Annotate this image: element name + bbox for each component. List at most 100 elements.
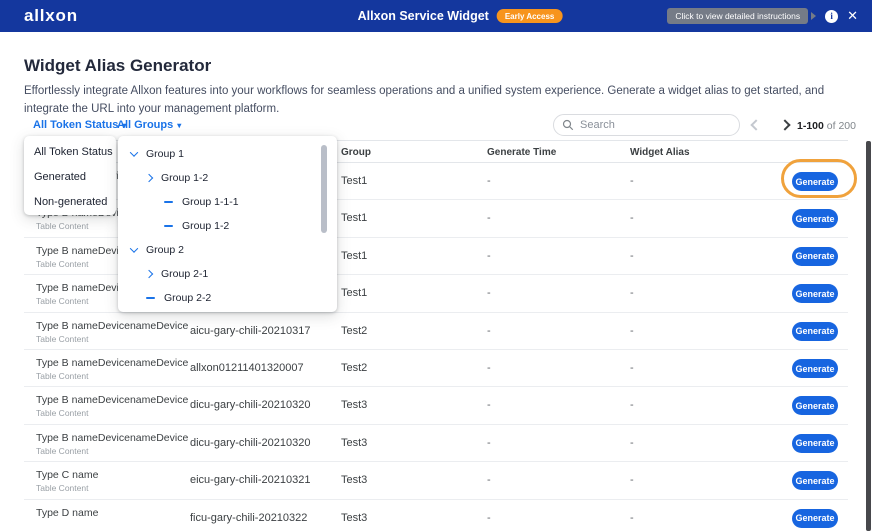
device-subtitle: Table Content <box>36 333 89 344</box>
generate-button[interactable]: Generate <box>792 172 838 191</box>
token-status-dropdown: All Token Status Generated Non-generated <box>24 136 116 215</box>
tree-item-group-2-1[interactable]: Group 2-1 <box>118 262 337 286</box>
chevron-down-icon[interactable] <box>129 244 139 253</box>
generate-button[interactable]: Generate <box>792 508 838 528</box>
column-header-generate-time: Generate Time <box>487 147 557 158</box>
widget-alias: - <box>630 249 634 262</box>
generate-button[interactable]: Generate <box>792 433 838 453</box>
tooltip-arrow-icon <box>811 12 817 20</box>
widget-alias: - <box>630 511 634 524</box>
table-row: Type D name ficu-gary-chili-20210322 Tes… <box>24 499 848 531</box>
device-name: Type B nameDevicenameDevice... <box>36 357 188 369</box>
device-group: Test2 <box>341 362 368 374</box>
close-icon[interactable]: ✕ <box>847 8 858 23</box>
device-subtitle: Table Content <box>36 408 89 419</box>
top-bar: allxon Allxon Service Widget Early Acces… <box>0 0 872 32</box>
instructions-tooltip[interactable]: Click to view detailed instructions <box>667 8 809 24</box>
device-name: Type B nameDevicenameDevice... <box>36 319 188 332</box>
widget-alias: - <box>630 324 634 337</box>
previous-page-icon[interactable] <box>750 119 762 131</box>
widget-alias: - <box>630 287 634 300</box>
device-group: Test3 <box>341 399 368 412</box>
search-icon <box>562 119 574 131</box>
chevron-down-icon: ▾ <box>122 121 127 130</box>
tree-item-group-2-2[interactable]: Group 2-2 <box>118 286 337 310</box>
chevron-down-icon: ▾ <box>177 121 182 130</box>
generate-time: - <box>487 287 491 300</box>
device-subtitle: Table Content <box>36 258 89 269</box>
device-subtitle: Table Content <box>36 371 89 381</box>
dash-icon <box>164 225 173 227</box>
generate-time: - <box>487 324 491 337</box>
page-scrollbar-thumb[interactable] <box>866 141 871 531</box>
device-subtitle: Table Content <box>36 221 89 232</box>
widget-alias: - <box>630 399 634 412</box>
page-description: Effortlessly integrate Allxon features i… <box>24 85 825 116</box>
token-status-filter-label: All Token Status <box>33 119 119 131</box>
generate-button[interactable]: Generate <box>792 396 838 416</box>
widget-alias: - <box>630 436 634 449</box>
table-header-row: Group Generate Time Widget Alias <box>24 140 848 163</box>
app-title-group: Allxon Service Widget Early Access <box>358 0 563 32</box>
menu-item-all-token-status[interactable]: All Token Status <box>34 145 113 158</box>
page-title: Widget Alias Generator <box>24 56 212 75</box>
device-subtitle: Table Content <box>36 296 89 307</box>
table-row: Type B nameDevicenameDevice... Table Con… <box>24 424 848 463</box>
chevron-down-icon[interactable] <box>129 148 139 157</box>
next-page-icon[interactable] <box>779 119 791 131</box>
tree-item-label: Group 1 <box>146 148 184 160</box>
dropdown-scrollbar-thumb[interactable] <box>321 145 327 233</box>
widget-alias: - <box>630 362 634 374</box>
tree-item-group-2[interactable]: Group 2 <box>118 238 337 262</box>
tree-item-label: Group 2-2 <box>164 292 212 304</box>
table-row: Type B nameDevicenameDevice... Table Con… <box>24 312 848 350</box>
generate-time: - <box>487 399 491 412</box>
generate-button[interactable]: Generate <box>792 284 838 304</box>
tree-item-group-1-1-1[interactable]: Group 1-1-1 <box>118 190 337 214</box>
widget-alias: - <box>630 212 634 225</box>
generate-button[interactable]: Generate <box>792 471 838 491</box>
groups-dropdown: Group 1 Group 1-2 Group 1-1-1 Group 1-2 … <box>118 136 337 312</box>
device-group: Test1 <box>341 249 368 262</box>
token-status-filter[interactable]: All Token Status ▾ <box>33 119 126 131</box>
tree-item-label: Group 1-2 <box>161 172 209 184</box>
tree-item-group-1[interactable]: Group 1 <box>118 142 337 166</box>
tree-item-group-1-2-leaf[interactable]: Group 1-2 <box>118 214 337 238</box>
search-box[interactable] <box>553 114 740 136</box>
column-header-group: Group <box>341 147 371 158</box>
dash-icon <box>146 297 155 299</box>
generate-button[interactable]: Generate <box>792 359 838 378</box>
groups-filter[interactable]: All Groups ▾ <box>117 119 181 131</box>
chevron-right-icon[interactable] <box>144 269 154 279</box>
menu-item-generated[interactable]: Generated <box>34 170 86 183</box>
device-serial: dicu-gary-chili-20210320 <box>190 399 311 412</box>
device-serial: dicu-gary-chili-20210320 <box>190 436 311 449</box>
generate-button[interactable]: Generate <box>792 209 838 229</box>
device-group: Test1 <box>341 212 368 225</box>
info-icon[interactable]: i <box>825 9 839 23</box>
app-title: Allxon Service Widget <box>357 9 489 23</box>
menu-item-non-generated[interactable]: Non-generated <box>34 195 108 208</box>
table-row: Type B nameDevicenameDevice... Table Con… <box>24 387 848 425</box>
widget-alias: - <box>630 474 634 487</box>
tree-item-label: Group 2-1 <box>161 268 209 280</box>
device-name: Type D name <box>36 506 99 519</box>
chevron-right-icon[interactable] <box>144 173 154 183</box>
column-header-widget-alias: Widget Alias <box>630 147 690 158</box>
pagination-current-range: 1-100 <box>797 120 824 132</box>
dash-icon <box>164 201 173 203</box>
device-name: Type B nameDevicenameDevice... <box>36 431 188 444</box>
generate-time: - <box>487 474 491 487</box>
device-group: Test3 <box>341 436 368 449</box>
search-input[interactable] <box>580 119 731 131</box>
generate-time: - <box>487 511 491 524</box>
generate-button[interactable]: Generate <box>792 246 838 266</box>
device-serial: allxon01211401320007 <box>190 362 304 374</box>
tree-item-group-1-2[interactable]: Group 1-2 <box>118 166 337 190</box>
device-group: Test1 <box>341 175 368 187</box>
device-name: Type C name <box>36 469 99 482</box>
early-access-badge: Early Access <box>496 9 563 23</box>
generate-button[interactable]: Generate <box>792 321 838 341</box>
device-group: Test3 <box>341 474 368 487</box>
